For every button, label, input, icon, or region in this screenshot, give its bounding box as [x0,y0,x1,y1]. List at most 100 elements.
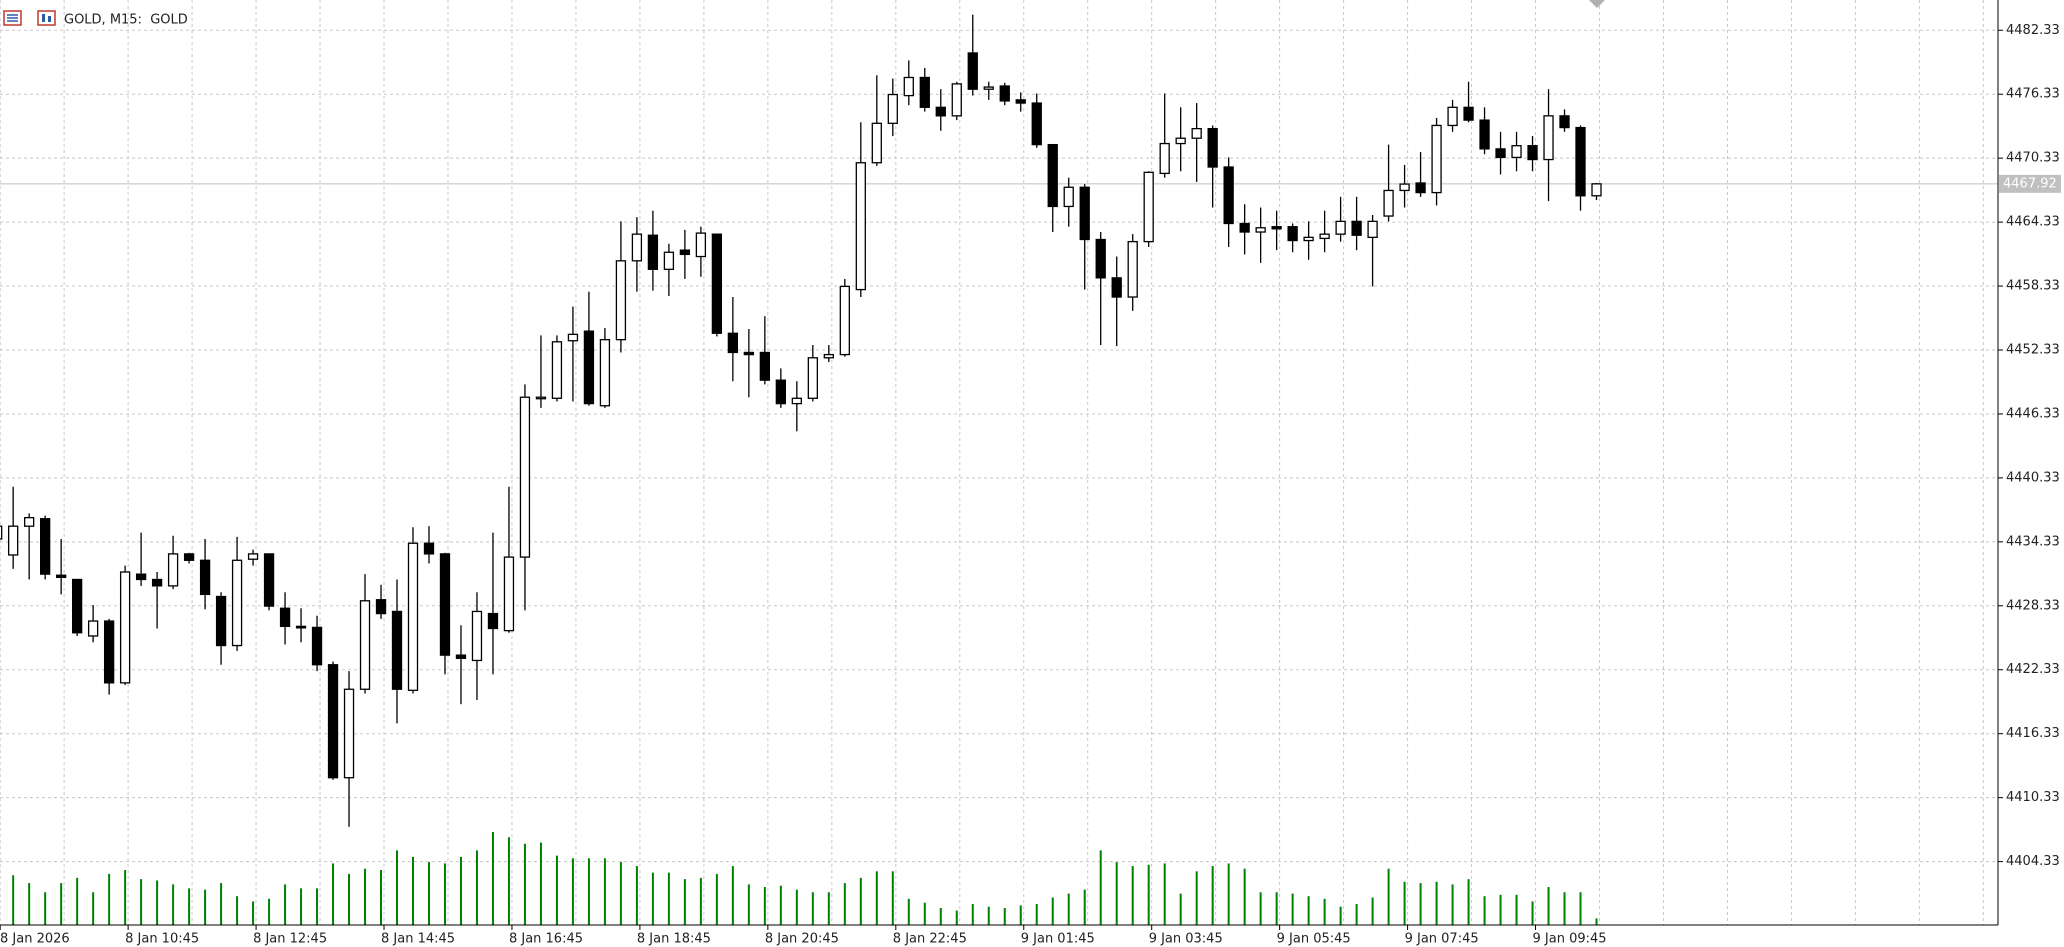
candle-body [823,353,834,359]
candle-body [199,559,211,596]
candle-body [1335,220,1346,235]
candle-body [167,553,179,587]
candle-body [743,351,755,356]
candle-body [1559,115,1570,129]
candle-body [1447,106,1458,127]
candle-body [1575,126,1586,197]
candle-body [695,232,707,258]
plot [0,14,1998,925]
candle-body [711,233,723,334]
candle-body [247,553,259,560]
candle-body [727,332,739,354]
candle-body [615,260,627,341]
candle-body [55,574,67,578]
candle-body [1479,119,1490,150]
candle-body [1159,142,1170,175]
candle-body [551,341,563,399]
candle-body [119,571,131,684]
candle-body [1015,99,1026,104]
x-tick-label: 9 Jan 07:45 [1405,932,1479,947]
y-tick-label: 4416.33 [2006,726,2060,741]
candle-body [1239,222,1250,233]
candle-body [887,93,898,124]
candle-body [295,625,307,629]
candle-body [679,249,691,256]
candle-body [24,517,35,527]
x-tick-label: 8 Jan 2026 [0,932,70,947]
x-tick-label: 9 Jan 05:45 [1277,932,1351,947]
candle-body [1543,115,1554,161]
y-tick-label: 4446.33 [2006,406,2060,421]
candle-body [375,599,387,615]
grid [0,0,1998,925]
candle-body [231,559,243,647]
candle-body [1303,236,1314,242]
candle-body [1511,145,1522,159]
candle-body [151,578,163,587]
y-tick-label: 4452.33 [2006,343,2060,358]
candle-body [40,518,51,575]
chart-icon[interactable] [37,10,56,26]
x-tick-label: 8 Jan 14:45 [381,932,455,947]
candle-body [0,525,3,540]
candle-body [1047,143,1058,208]
candle-body [263,553,275,607]
x-tick-label: 9 Jan 03:45 [1149,932,1223,947]
current-bar-marker [1589,0,1605,8]
candle-body [1143,171,1154,243]
candle-body [487,612,499,630]
icon-bar [42,14,45,22]
candle-body [423,542,435,555]
candle-body [855,162,866,291]
candle-body [455,654,467,659]
candle-body [1351,220,1362,236]
candle-body [1095,238,1106,279]
candle-body [775,379,786,405]
candle-body [1127,240,1138,298]
candle-body [759,351,771,381]
candle-body [871,122,882,164]
candle-body [663,251,675,270]
candle-body [967,52,978,90]
candle-body [1319,233,1330,240]
x-tick-label: 8 Jan 10:45 [125,932,199,947]
icon-bar [48,16,51,22]
candle-body [311,626,323,666]
last-price-box [1999,174,2061,193]
candle-body [359,600,371,690]
candle-body [391,610,403,690]
y-tick-label: 4470.33 [2006,151,2060,166]
y-tick-label: 4440.33 [2006,470,2060,485]
candle-body [1063,186,1074,208]
candle-body [1255,227,1266,233]
y-tick-label: 4458.33 [2006,279,2060,294]
candle-body [535,396,547,400]
candle-body [215,595,227,647]
x-tick-label: 8 Jan 22:45 [893,932,967,947]
candle-body [407,542,419,691]
candle-body [1399,183,1410,192]
y-tick-label: 4434.33 [2006,534,2060,549]
candle-body [1367,220,1378,239]
candle-body [1431,124,1442,194]
candle-body [87,620,99,637]
y-tick-label: 4428.33 [2006,598,2060,613]
candle-body [1223,166,1234,225]
y-tick-label: 4422.33 [2006,662,2060,677]
candle-body [71,578,83,634]
candle-body [935,106,946,117]
candle-body [183,553,195,561]
candle-body [567,333,579,342]
candle-body [519,396,531,558]
candle-body [439,553,451,656]
candle-body [583,330,595,405]
candle-body [1495,148,1506,159]
candle-body [1271,226,1282,230]
candle-body [471,610,483,662]
candle-body [1287,226,1298,242]
candle-body [1383,189,1394,217]
candle-body [279,607,291,628]
y-tick-label: 4410.33 [2006,790,2060,805]
candle-body [1111,277,1122,298]
